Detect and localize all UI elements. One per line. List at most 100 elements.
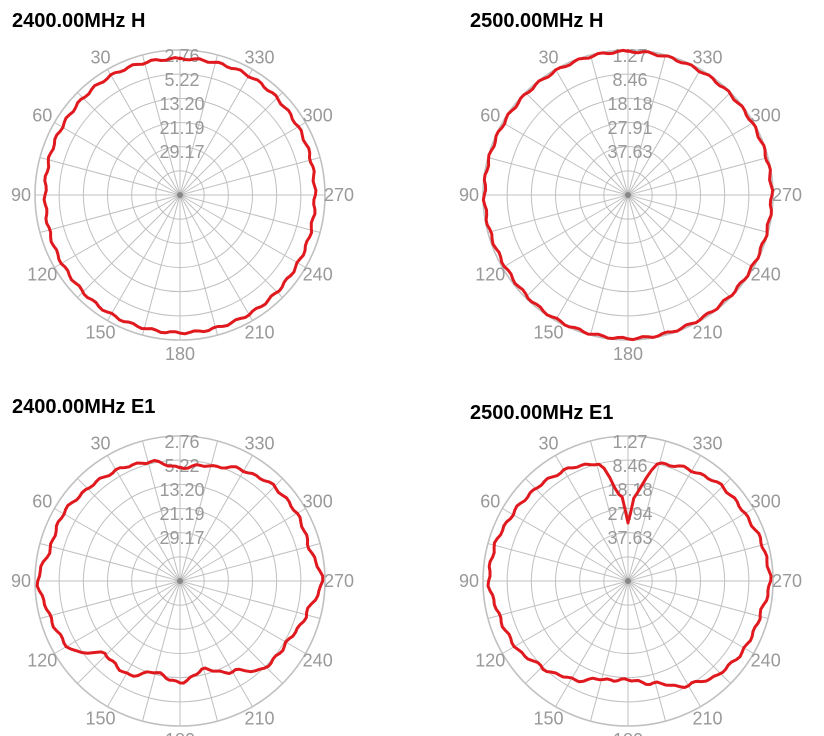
angle-label: 180 [165, 730, 195, 736]
grid-spoke [627, 478, 731, 582]
pattern-trace [42, 56, 318, 336]
ring-label: 21.19 [159, 118, 204, 138]
grid-spoke [589, 580, 629, 722]
polar-chart: 1.27 8.46 18.18 27.91 37.63 30 60 90 120 150 180 21… [459, 46, 802, 364]
angle-label: 30 [90, 433, 110, 453]
angle-label: 240 [303, 651, 333, 671]
angle-label: 120 [475, 265, 505, 285]
grid-spoke [555, 194, 629, 321]
grid-spoke [39, 194, 181, 234]
grid-spoke [179, 542, 321, 582]
grid-spoke [39, 156, 181, 196]
angle-label: 150 [533, 709, 563, 729]
grid-spoke [141, 440, 181, 582]
ring-label: 29.17 [159, 528, 204, 548]
angle-label: 210 [244, 323, 274, 343]
angle-label: 60 [480, 106, 500, 126]
grid-spoke [627, 580, 754, 654]
grid-spoke [487, 542, 629, 582]
center-point [177, 578, 183, 584]
grid-spoke [627, 580, 731, 684]
center-point [625, 192, 631, 198]
grid-spoke [627, 194, 731, 298]
chart-title: 2400.00MHz H [12, 10, 146, 32]
grid-spoke [487, 194, 629, 234]
grid-spoke [627, 156, 769, 196]
grid-spoke [179, 194, 306, 268]
ring-label: 13.20 [159, 94, 204, 114]
angle-label: 90 [11, 185, 31, 205]
angle-label: 240 [303, 265, 333, 285]
grid-spoke [54, 122, 181, 196]
angle-label: 150 [533, 323, 563, 343]
angle-label: 240 [751, 265, 781, 285]
angle-label: 60 [32, 492, 52, 512]
angle-label: 30 [538, 47, 558, 67]
grid-spoke [502, 580, 629, 654]
angle-label: 330 [692, 433, 722, 453]
grid-spoke [179, 580, 253, 707]
grid-spoke [39, 580, 181, 620]
grid-spoke [555, 580, 629, 707]
grid-spoke [627, 194, 667, 336]
grid-spoke [627, 194, 769, 234]
grid-spoke [627, 542, 769, 582]
angle-label: 270 [324, 571, 354, 591]
ring-label: 8.46 [612, 456, 647, 476]
polar-chart: 1.278.4618.1827.9437.6330609012015018021… [459, 432, 802, 736]
grid-spoke [54, 580, 181, 654]
grid-spoke [179, 156, 321, 196]
grid-spoke [77, 478, 181, 582]
grid-spoke [627, 92, 731, 196]
grid-spoke [77, 194, 181, 298]
ring-label: 29.17 [159, 142, 204, 162]
grid-spoke [627, 580, 667, 722]
grid-spoke [179, 194, 321, 234]
ring-label: 5.22 [164, 456, 199, 476]
angle-label: 60 [32, 106, 52, 126]
grid-spoke [107, 455, 181, 582]
grid-spoke [107, 194, 181, 321]
ring-label: 5.22 [164, 70, 199, 90]
grid-spoke [589, 54, 629, 196]
pattern-trace [486, 461, 773, 689]
angle-label: 300 [303, 492, 333, 512]
grid-spoke [487, 156, 629, 196]
angle-label: 210 [692, 709, 722, 729]
ring-label: 13.20 [159, 480, 204, 500]
grid-spoke [107, 580, 181, 707]
pattern-trace [481, 48, 775, 342]
grid-spoke [39, 542, 181, 582]
grid-spoke [627, 54, 667, 196]
angle-label: 180 [613, 344, 643, 364]
grid-spoke [627, 194, 701, 321]
grid-spoke [77, 92, 181, 196]
grid-spoke [502, 194, 629, 268]
grid-spoke [179, 54, 219, 196]
grid-spoke [77, 580, 181, 684]
angle-label: 330 [244, 433, 274, 453]
grid-spoke [627, 580, 701, 707]
ring-label: 8.46 [612, 70, 647, 90]
ring-label: 27.91 [607, 118, 652, 138]
grid-spoke [179, 69, 253, 196]
angle-label: 90 [459, 571, 479, 591]
grid-spoke [525, 478, 629, 582]
angle-label: 300 [751, 492, 781, 512]
grid-spoke [54, 194, 181, 268]
angle-label: 330 [244, 47, 274, 67]
ring-label: 18.18 [607, 94, 652, 114]
angle-label: 90 [459, 185, 479, 205]
angle-label: 300 [751, 106, 781, 126]
grid-spoke [179, 478, 283, 582]
grid-spoke [627, 122, 754, 196]
grid-spoke [179, 455, 253, 582]
chart-title: 2500.00MHz E1 [470, 402, 614, 424]
angle-label: 270 [772, 185, 802, 205]
chart-title: 2400.00MHz E1 [12, 396, 156, 418]
grid-spoke [141, 580, 181, 722]
grid-spoke [555, 455, 629, 582]
angle-label: 60 [480, 492, 500, 512]
grid-spoke [179, 580, 219, 722]
grid-spoke [627, 194, 754, 268]
